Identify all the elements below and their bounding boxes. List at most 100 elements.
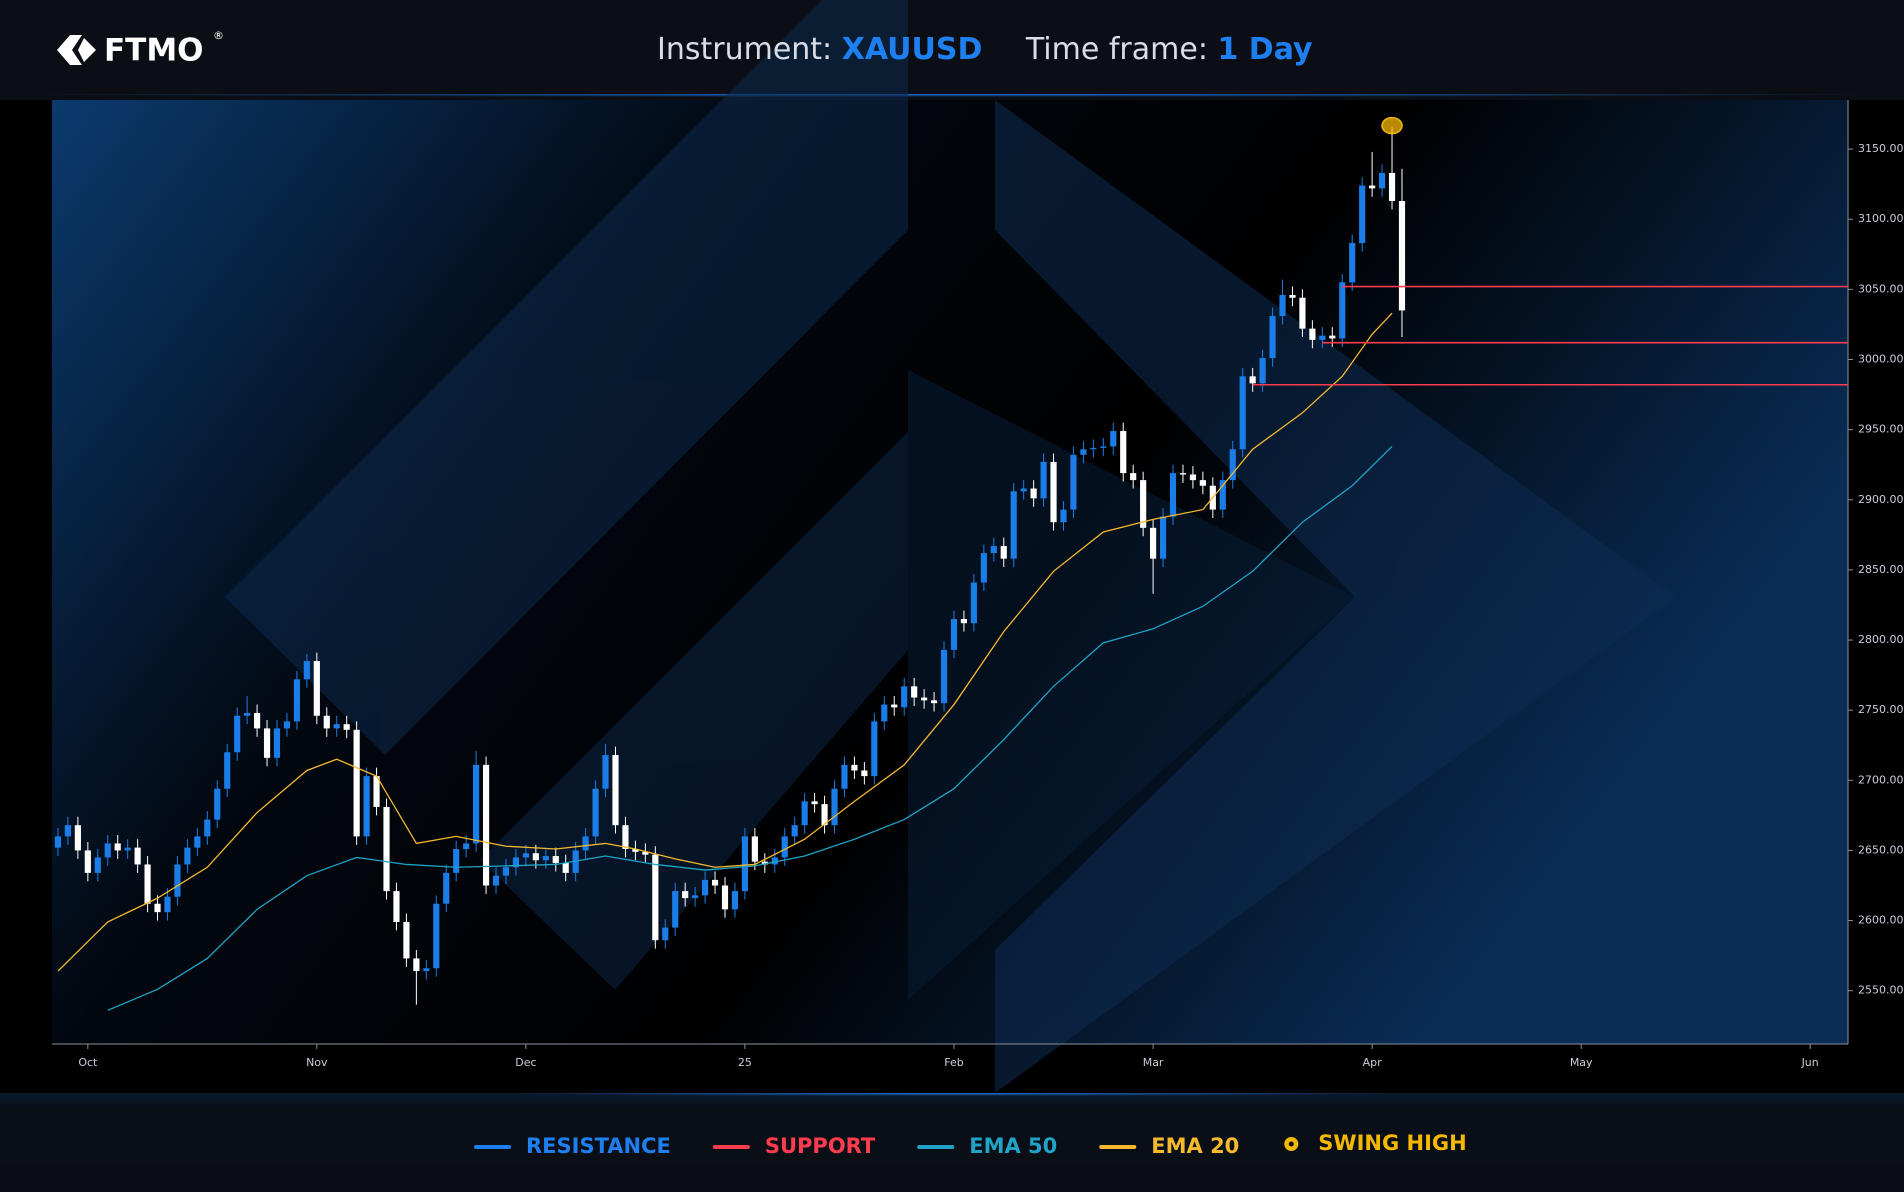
candle-body xyxy=(980,553,987,583)
candle-body xyxy=(453,849,460,873)
candle-body xyxy=(363,776,370,837)
candle-body xyxy=(214,788,221,820)
candle-body xyxy=(463,843,470,850)
candle-body xyxy=(313,661,320,716)
logo-text: FTMO xyxy=(104,33,204,69)
candle-body xyxy=(970,582,977,624)
candle-body xyxy=(224,752,231,789)
instrument-label: Instrument: xyxy=(657,32,842,67)
legend-label: EMA 50 xyxy=(969,1134,1057,1158)
candle-body xyxy=(781,836,788,858)
candle-body xyxy=(64,825,72,837)
candle-body xyxy=(1369,185,1376,189)
candle-body xyxy=(1199,480,1206,486)
y-tick-label: 3150.00 xyxy=(1858,142,1904,155)
candle-body xyxy=(851,764,858,771)
candle-body xyxy=(1349,243,1356,283)
candle-body xyxy=(283,721,291,729)
candle-body xyxy=(1259,358,1266,384)
header-bg xyxy=(0,0,1904,100)
candle-body xyxy=(303,661,310,680)
candle-body xyxy=(403,921,410,959)
y-tick-label: 2550.00 xyxy=(1858,984,1904,997)
y-tick-label: 2600.00 xyxy=(1858,914,1904,927)
candle-body xyxy=(1110,431,1117,447)
candle-body xyxy=(1398,200,1406,311)
candle-body xyxy=(841,764,848,789)
x-tick-label: Nov xyxy=(306,1056,328,1069)
y-tick-label: 3000.00 xyxy=(1858,352,1904,365)
candle-body xyxy=(542,856,549,861)
candle-body xyxy=(592,788,599,837)
candle-body xyxy=(1388,172,1396,201)
footer-glow xyxy=(500,1093,1404,1099)
candle-body xyxy=(1030,488,1037,499)
logo-icon xyxy=(78,38,96,62)
candle-body xyxy=(562,863,569,873)
candle-body xyxy=(104,843,111,858)
candle-body xyxy=(582,836,589,851)
candle-body xyxy=(1090,447,1097,450)
instrument: XAUUSD xyxy=(842,32,983,67)
candle-body xyxy=(1329,335,1336,339)
x-tick-label: Feb xyxy=(944,1056,963,1069)
candle-body xyxy=(891,704,898,708)
candle-body xyxy=(881,704,888,722)
candle-body xyxy=(861,770,868,777)
candle-body xyxy=(1279,294,1286,317)
timeframe: 1 Day xyxy=(1217,32,1313,67)
candle-body xyxy=(721,885,729,910)
candle-body xyxy=(174,864,181,897)
candle-body xyxy=(552,856,559,864)
timeframe-label: Time frame: xyxy=(1025,32,1218,67)
candle-body xyxy=(273,728,281,758)
candle-body xyxy=(1239,376,1246,450)
candle-body xyxy=(1359,185,1366,244)
candle-body xyxy=(433,903,440,969)
candle-body xyxy=(602,755,609,789)
candle-body xyxy=(771,857,778,865)
candle-body xyxy=(622,825,629,850)
candle-body xyxy=(1219,480,1226,510)
header-glow xyxy=(0,94,1904,100)
legend-label: SUPPORT xyxy=(765,1134,876,1158)
logo: FTMO ® xyxy=(57,29,224,69)
candle-body xyxy=(741,836,748,892)
candle-body xyxy=(921,697,928,701)
logo-trademark: ® xyxy=(213,29,224,42)
candle-body xyxy=(482,764,490,886)
candle-body xyxy=(1159,516,1167,559)
candle-body xyxy=(532,853,539,861)
candle-body xyxy=(702,879,709,896)
candle-body xyxy=(254,712,261,729)
x-tick-label: Oct xyxy=(78,1056,98,1069)
candle-body xyxy=(234,715,241,753)
candle-body xyxy=(1080,449,1087,455)
candle-body xyxy=(642,851,649,855)
logo-icon xyxy=(57,35,82,65)
candle-body xyxy=(801,801,808,826)
candle-body xyxy=(652,854,659,941)
candle-body xyxy=(751,836,758,862)
candle-body xyxy=(960,618,968,624)
ema-line xyxy=(107,445,1393,1011)
candle-body xyxy=(244,712,251,716)
candle-body xyxy=(692,895,699,899)
candle-body xyxy=(791,825,798,837)
candle-body xyxy=(990,546,997,554)
header-text: Instrument: XAUUSD Time frame: 1 Day xyxy=(657,32,1313,67)
candle-body xyxy=(940,649,948,704)
candle-body xyxy=(263,728,271,758)
candle-body xyxy=(522,853,529,858)
candle-body xyxy=(662,927,669,941)
candle-body xyxy=(761,861,768,865)
candle-body xyxy=(1289,294,1296,298)
x-tick-label: Dec xyxy=(515,1056,536,1069)
candle-body xyxy=(711,879,719,886)
candle-body xyxy=(612,755,619,826)
swing-high-marker xyxy=(1381,116,1403,135)
legend-label: RESISTANCE xyxy=(526,1134,671,1158)
candle-body xyxy=(831,788,838,826)
candle-body xyxy=(413,958,420,972)
